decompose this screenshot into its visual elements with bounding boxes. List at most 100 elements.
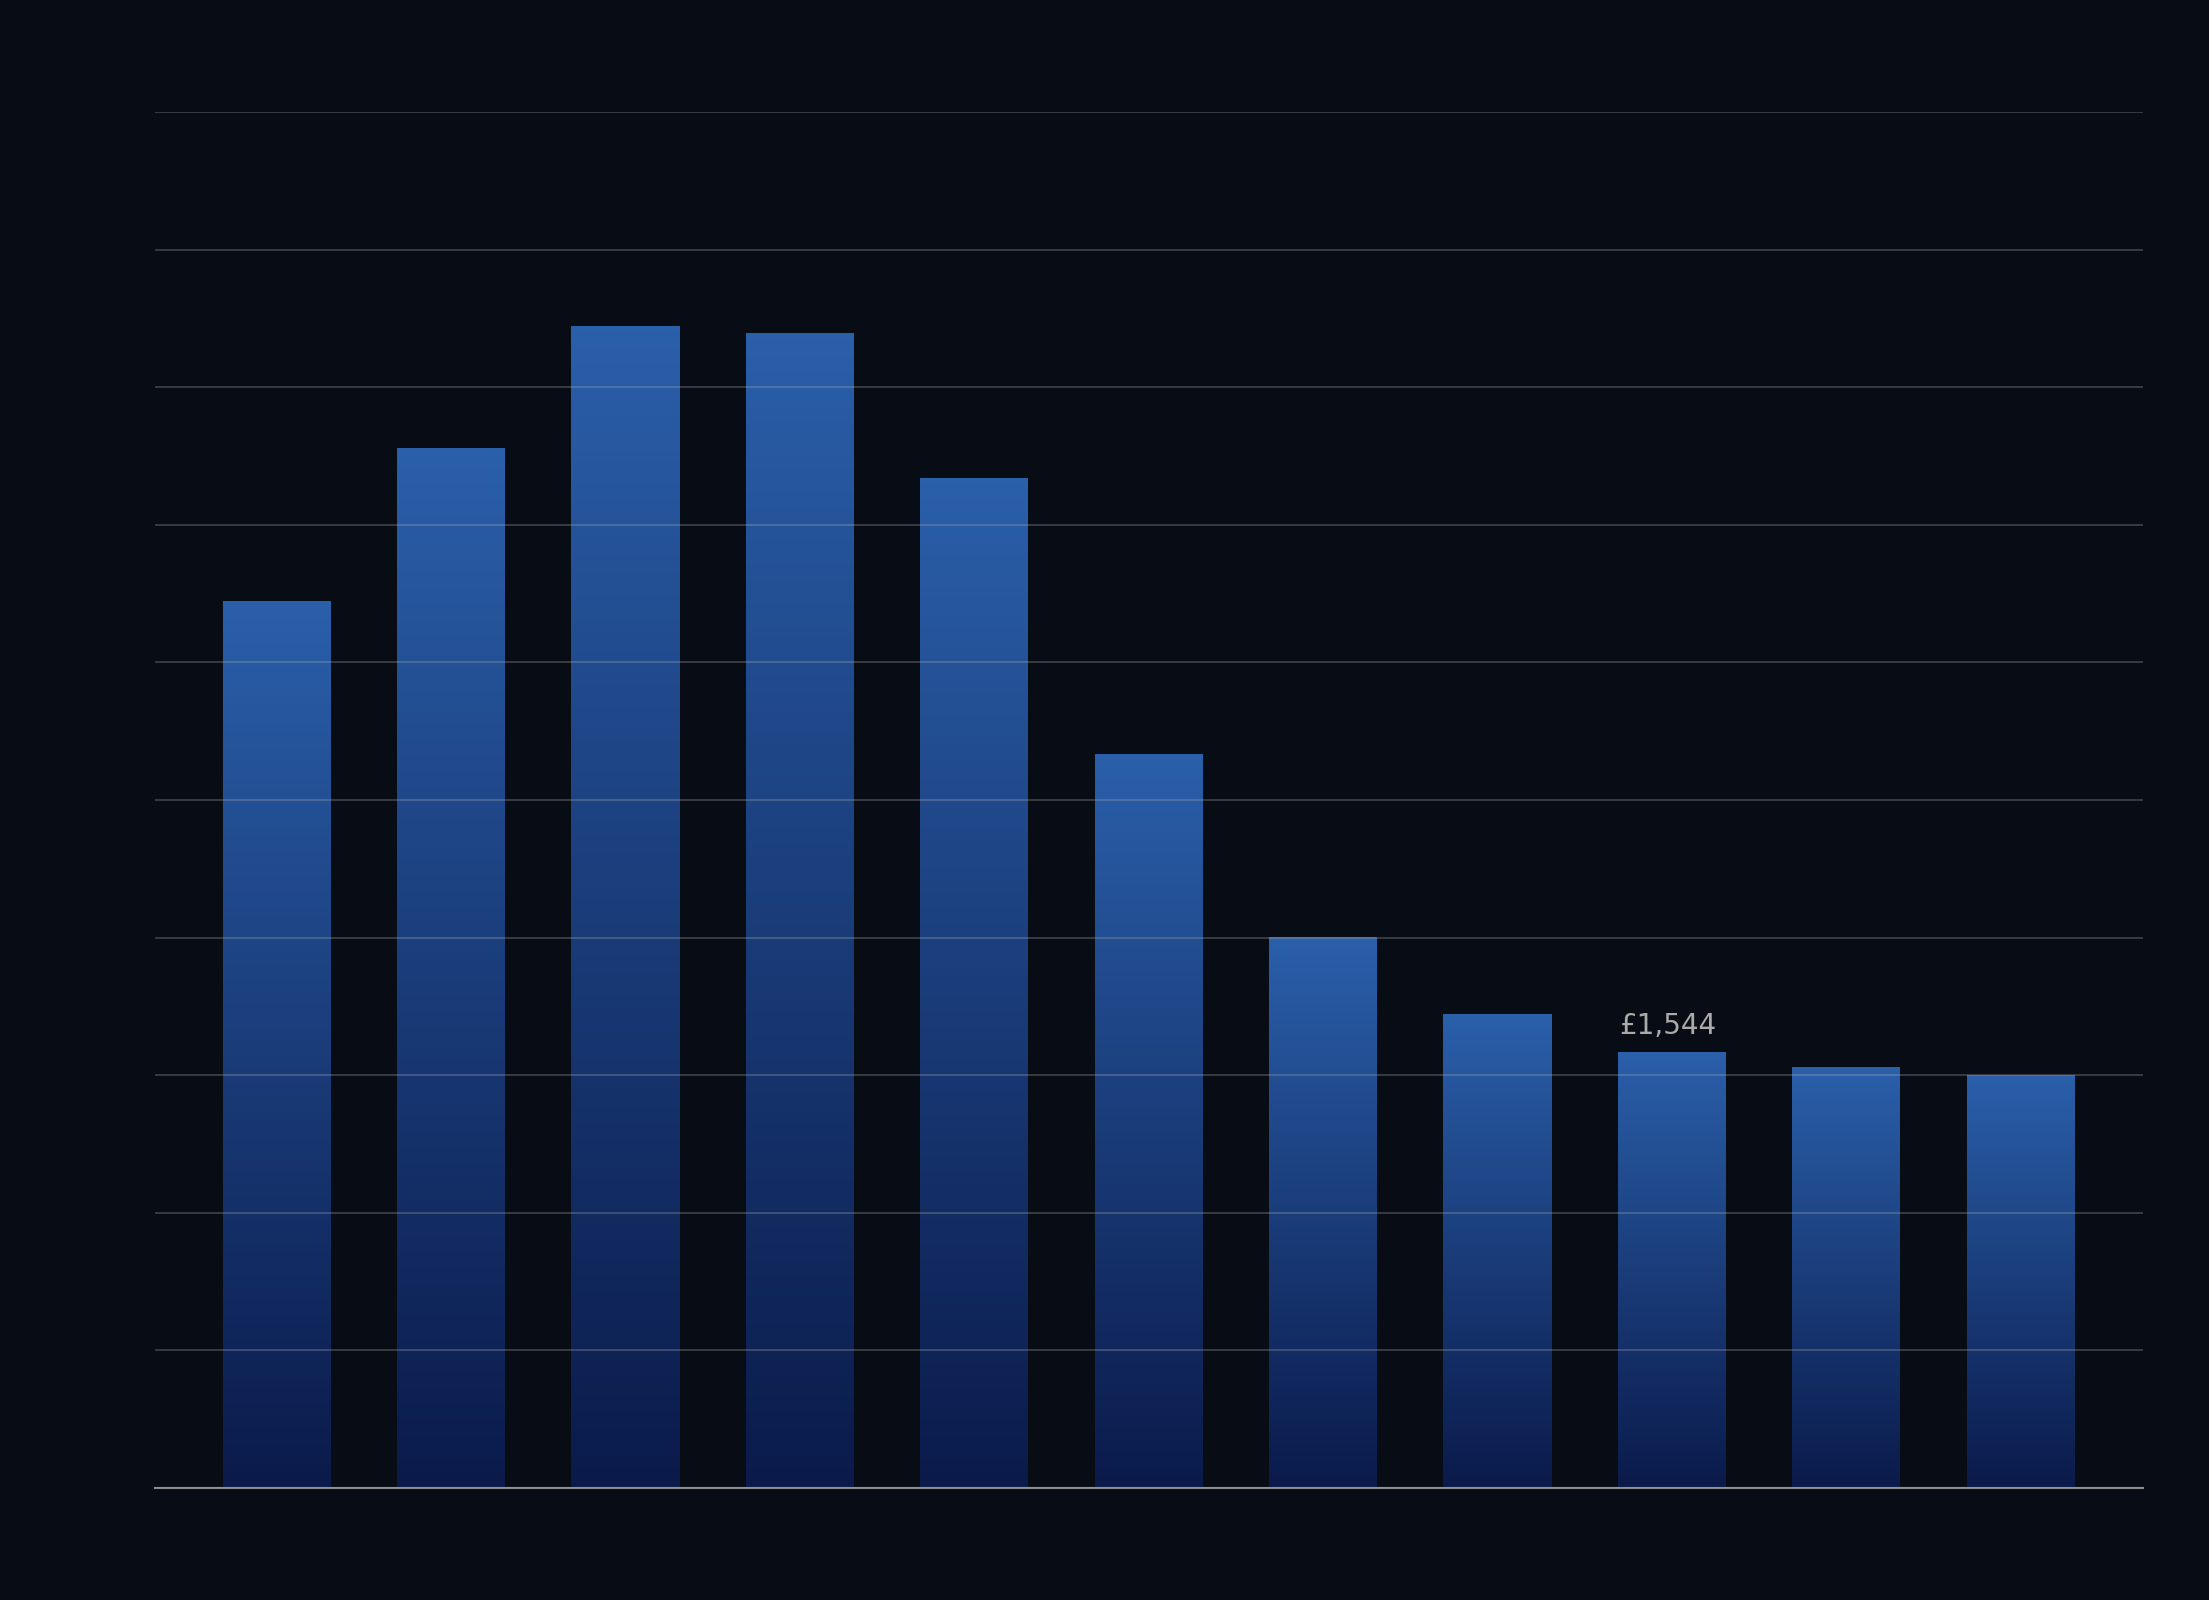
Bar [747, 376, 855, 379]
Bar [1268, 1339, 1376, 1341]
Bar [572, 539, 680, 542]
Bar [1617, 1362, 1725, 1363]
Bar [398, 802, 506, 805]
Bar [921, 491, 1029, 496]
Bar [747, 683, 855, 688]
Bar [1966, 1326, 2074, 1328]
Bar [1268, 1150, 1376, 1152]
Bar [921, 1302, 1029, 1306]
Bar [572, 981, 680, 984]
Bar [747, 1045, 855, 1050]
Bar [1791, 1106, 1900, 1107]
Bar [223, 1216, 331, 1219]
Bar [1096, 1206, 1202, 1210]
Bar [1268, 1419, 1376, 1422]
Bar [921, 1320, 1029, 1323]
Bar [572, 829, 680, 834]
Bar [1617, 1291, 1725, 1293]
Bar [1791, 1485, 1900, 1486]
Bar [1442, 1341, 1551, 1342]
Bar [921, 923, 1029, 926]
Bar [747, 418, 855, 422]
Bar [223, 902, 331, 906]
Bar [1966, 1483, 2074, 1485]
Bar [1442, 1426, 1551, 1427]
Bar [1442, 1027, 1551, 1030]
Bar [398, 1248, 506, 1253]
Bar [747, 1094, 855, 1099]
Bar [921, 603, 1029, 606]
Bar [1442, 1354, 1551, 1355]
Bar [1268, 1358, 1376, 1362]
Bar [1791, 1355, 1900, 1358]
Bar [1791, 1085, 1900, 1086]
Bar [1617, 1371, 1725, 1373]
Bar [1268, 1189, 1376, 1190]
Bar [572, 1208, 680, 1213]
Bar [1442, 1162, 1551, 1165]
Bar [1096, 864, 1202, 867]
Bar [921, 546, 1029, 549]
Bar [747, 699, 855, 702]
Bar [921, 1413, 1029, 1418]
Bar [1096, 1027, 1202, 1030]
Bar [747, 1354, 855, 1357]
Bar [1791, 1310, 1900, 1314]
Bar [1268, 1336, 1376, 1338]
Bar [1966, 1226, 2074, 1227]
Bar [1791, 1264, 1900, 1267]
Bar [1617, 1414, 1725, 1418]
Bar [1617, 1349, 1725, 1352]
Bar [572, 453, 680, 458]
Bar [398, 1346, 506, 1349]
Bar [398, 1051, 506, 1054]
Bar [1442, 1096, 1551, 1098]
Bar [1442, 1270, 1551, 1274]
Bar [398, 510, 506, 514]
Bar [1791, 1472, 1900, 1474]
Bar [1096, 1291, 1202, 1294]
Bar [921, 885, 1029, 890]
Bar [223, 923, 331, 926]
Bar [398, 528, 506, 531]
Bar [1442, 1427, 1551, 1429]
Bar [1268, 1258, 1376, 1261]
Bar [572, 542, 680, 547]
Bar [398, 1314, 506, 1318]
Bar [1096, 1128, 1202, 1131]
Bar [747, 730, 855, 734]
Bar [1791, 1424, 1900, 1426]
Bar [572, 930, 680, 934]
Bar [572, 1336, 680, 1341]
Bar [921, 731, 1029, 734]
Bar [398, 837, 506, 840]
Bar [1268, 1080, 1376, 1083]
Bar [921, 1427, 1029, 1430]
Bar [921, 1232, 1029, 1235]
Bar [1791, 1197, 1900, 1200]
Bar [572, 987, 680, 992]
Bar [1617, 1162, 1725, 1165]
Bar [1096, 1326, 1202, 1330]
Bar [1268, 1402, 1376, 1403]
Bar [572, 1120, 680, 1123]
Bar [1791, 1282, 1900, 1283]
Bar [1617, 1304, 1725, 1307]
Bar [1966, 1381, 2074, 1384]
Bar [1096, 1243, 1202, 1246]
Bar [1791, 1256, 1900, 1258]
Bar [223, 822, 331, 826]
Bar [747, 1056, 855, 1061]
Bar [1442, 1147, 1551, 1150]
Bar [1096, 1416, 1202, 1419]
Bar [747, 549, 855, 554]
Bar [747, 790, 855, 795]
Bar [1966, 1405, 2074, 1406]
Bar [1442, 1394, 1551, 1397]
Bar [1617, 1320, 1725, 1323]
Bar [1966, 1451, 2074, 1454]
Bar [1268, 1432, 1376, 1435]
Bar [921, 570, 1029, 573]
Bar [572, 352, 680, 357]
Bar [1966, 1454, 2074, 1456]
